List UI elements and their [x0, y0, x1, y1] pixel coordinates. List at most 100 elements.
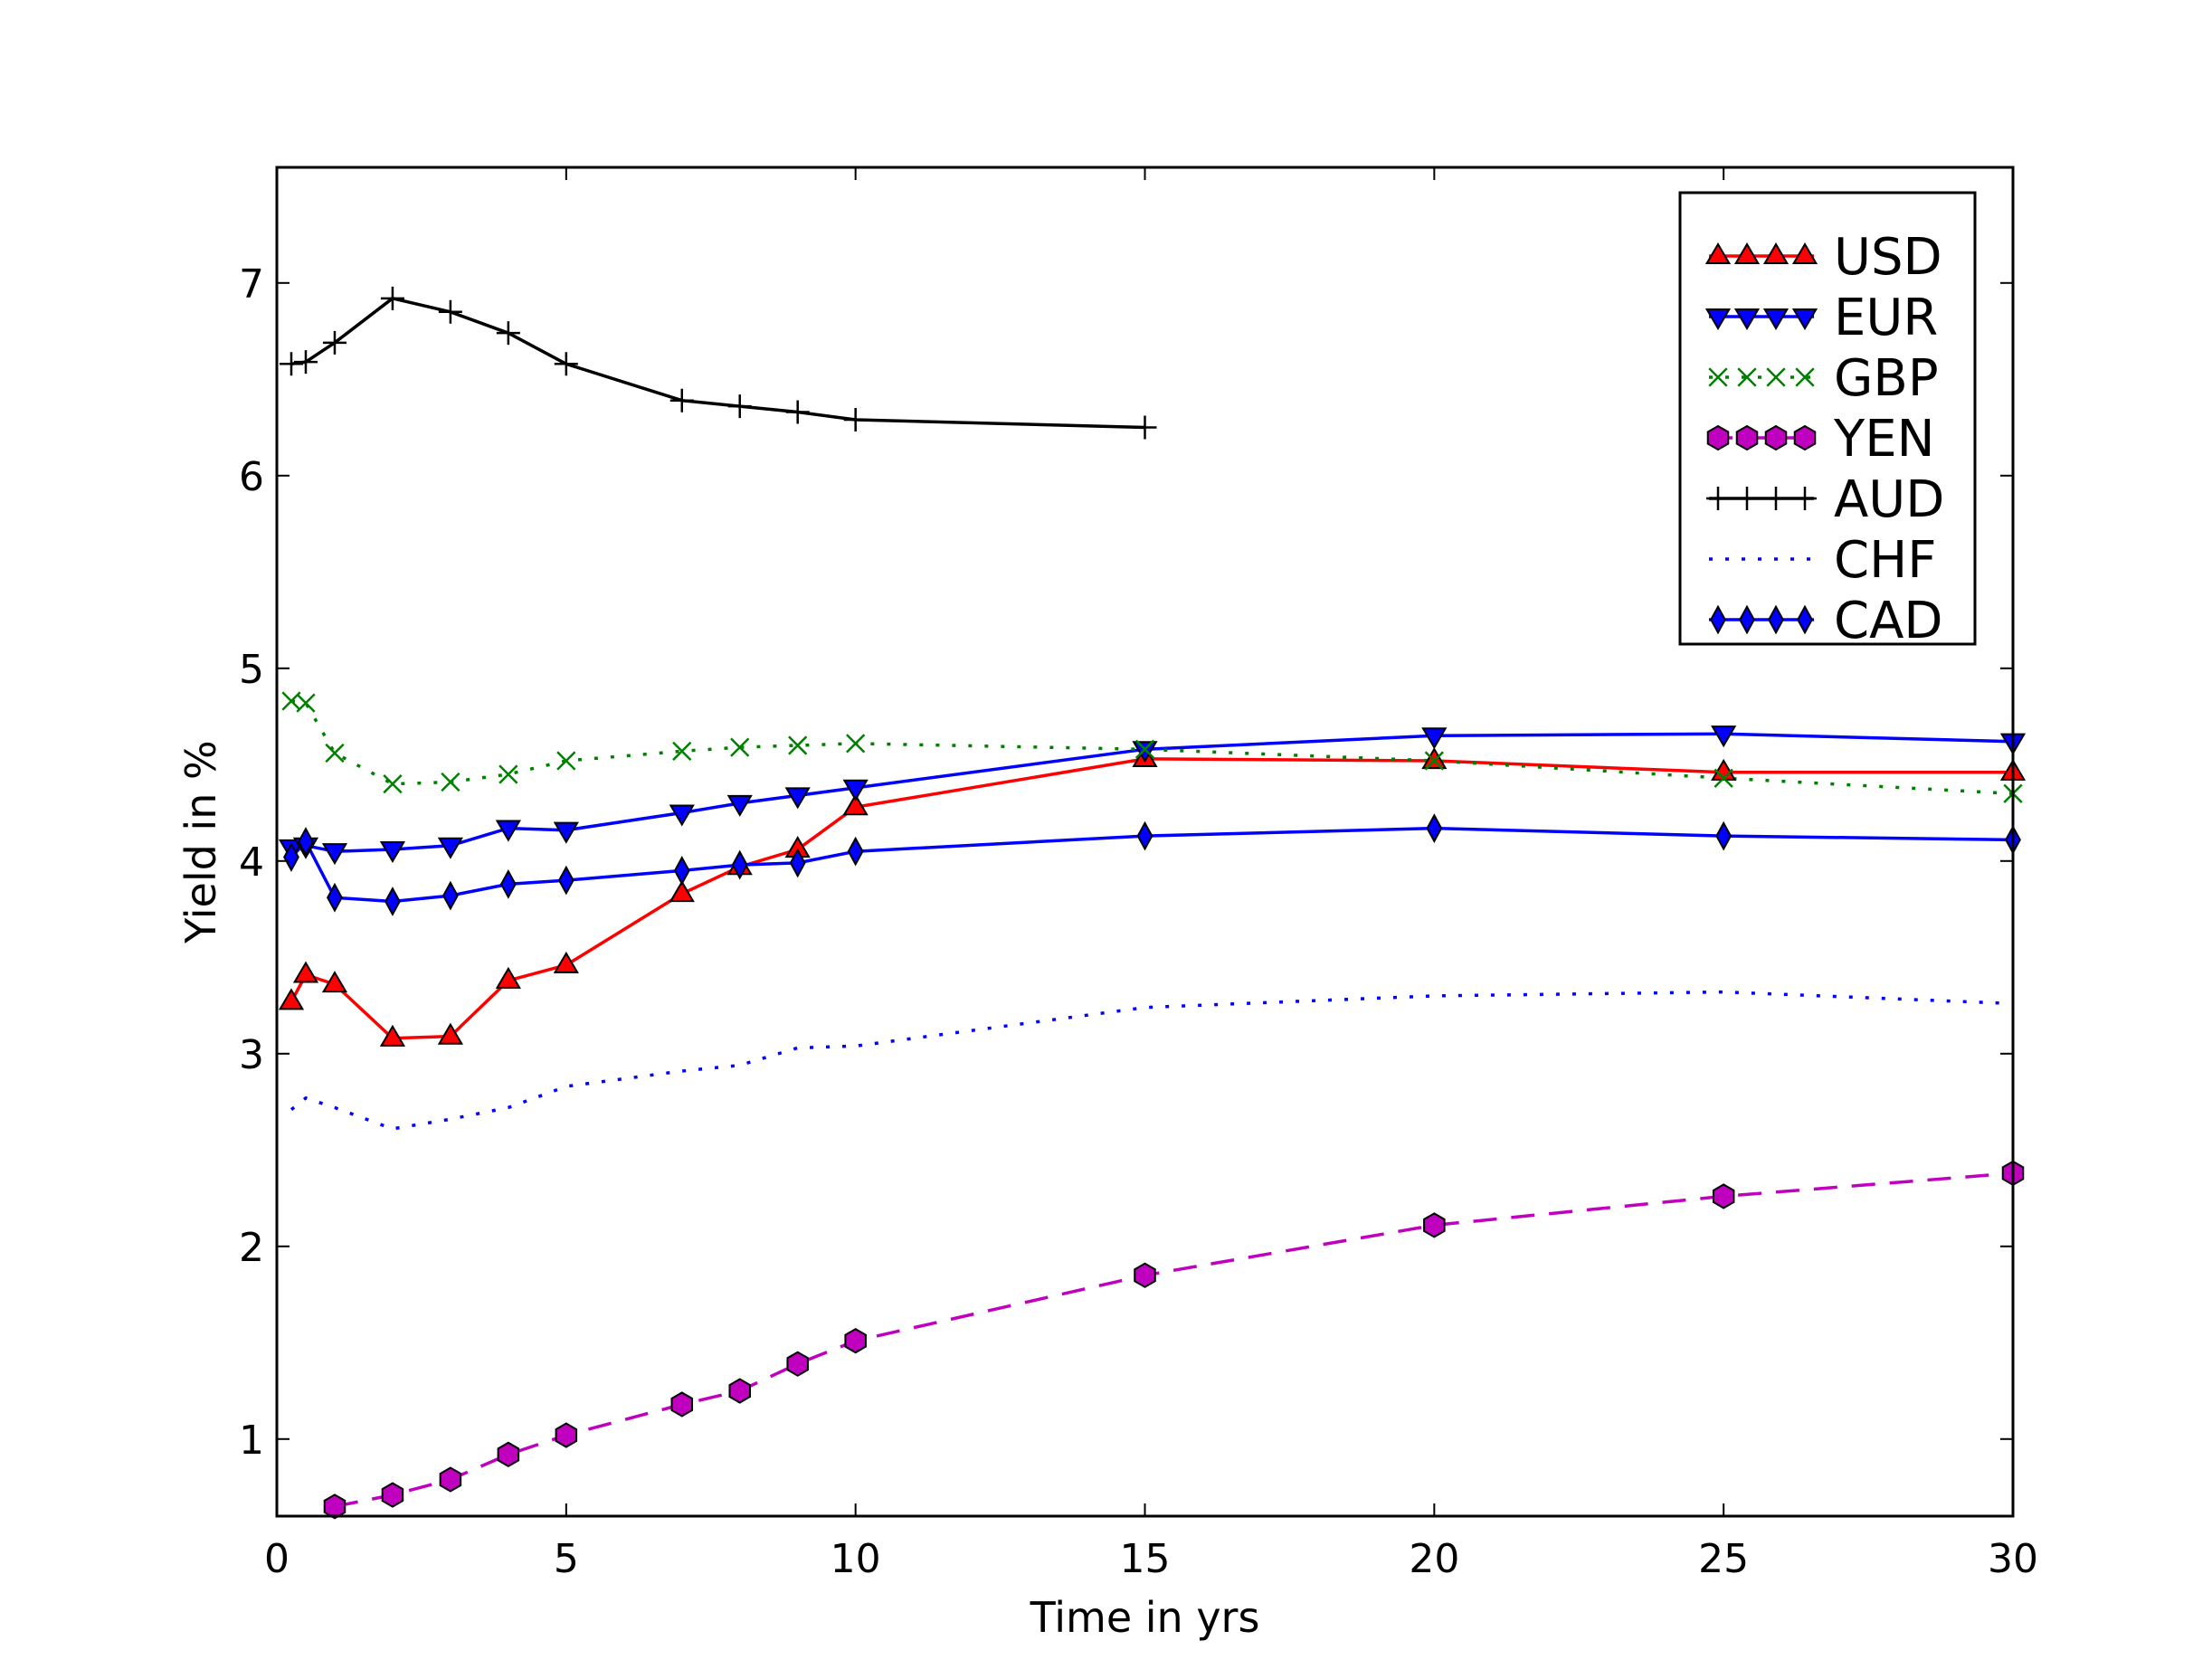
data-point-cad: [1136, 820, 1153, 851]
data-point-cad: [441, 880, 459, 911]
data-point-eur: [321, 843, 348, 866]
x-axis: 0 5 10 15 20 25 30: [264, 167, 2038, 1582]
data-point-usd: [1421, 747, 1448, 770]
data-point-yen: [786, 1351, 809, 1377]
legend-marker-eur: [1791, 308, 1818, 330]
data-point-yen: [728, 1378, 751, 1404]
legend-marker-usd: [1762, 242, 1790, 265]
data-point-yen: [497, 1441, 520, 1467]
data-point-cad: [384, 887, 401, 916]
legend-marker-yen: [1793, 424, 1817, 451]
legend-marker-cad: [1797, 604, 1813, 635]
data-point-yen: [844, 1328, 867, 1354]
data-point-aud: [293, 350, 318, 375]
legend-box: [1678, 191, 1977, 646]
legend-marker-yen: [1735, 424, 1759, 451]
data-point-aud: [380, 286, 404, 310]
data-point-aud: [496, 321, 520, 346]
y-tick-label: 6: [239, 454, 264, 500]
data-point-yen: [670, 1391, 694, 1418]
data-point-yen: [323, 1494, 347, 1520]
x-tick-label: 5: [554, 1536, 579, 1582]
data-point-usd: [379, 1024, 406, 1047]
data-point-gbp: [296, 693, 316, 713]
data-point-yen: [1134, 1262, 1156, 1288]
data-point-cad: [499, 868, 517, 899]
data-point-aud: [843, 408, 868, 432]
legend-label-eur: EUR: [1834, 289, 1938, 347]
legend-marker-cad: [1739, 604, 1755, 635]
legend-marker-cad: [1768, 604, 1784, 635]
legend-marker-yen: [1706, 424, 1730, 451]
legend-marker-gbp: [1737, 367, 1757, 387]
data-point-eur: [726, 794, 753, 817]
data-point-yen: [1712, 1183, 1735, 1209]
legend-marker-gbp: [1766, 367, 1786, 387]
data-point-gbp: [498, 764, 518, 784]
data-point-aud: [727, 394, 752, 419]
data-point-aud: [322, 330, 347, 355]
legend-marker-usd: [1791, 242, 1818, 265]
legend-marker-usd: [1733, 242, 1761, 265]
data-point-usd: [495, 966, 521, 989]
legend-marker-aud: [1735, 487, 1759, 510]
data-point-yen: [381, 1482, 404, 1508]
y-tick-label: 5: [239, 647, 264, 693]
data-point-gbp: [1424, 751, 1444, 771]
legend-label-chf: CHF: [1834, 531, 1936, 590]
data-point-yen: [555, 1422, 578, 1448]
data-point-cad: [789, 848, 806, 878]
data-point-cad: [1715, 820, 1733, 851]
legend-marker-cad: [1710, 604, 1726, 635]
x-tick-label: 0: [264, 1536, 290, 1582]
data-point-aud: [554, 352, 578, 376]
data-point-yen: [1423, 1212, 1446, 1238]
y-tick-label: 1: [239, 1418, 264, 1464]
data-point-cad: [298, 827, 314, 857]
data-point-usd: [278, 988, 305, 1010]
data-point-usd: [292, 961, 319, 983]
data-point-usd: [669, 880, 695, 903]
data-point-gbp: [1134, 739, 1155, 759]
data-point-eur: [842, 779, 869, 801]
legend-label-yen: YEN: [1833, 410, 1934, 469]
data-point-eur: [495, 820, 521, 842]
data-point-aud: [669, 388, 694, 413]
data-point-gbp: [672, 741, 692, 762]
data-point-usd: [553, 951, 579, 973]
y-axis-title: Yield in %: [176, 740, 225, 944]
data-point-cad: [731, 849, 748, 880]
data-point-gbp: [556, 751, 576, 771]
y-tick-label: 7: [239, 261, 264, 308]
data-point-gbp: [325, 743, 345, 763]
data-point-usd: [321, 971, 348, 993]
data-point-eur: [1132, 741, 1158, 763]
x-tick-label: 20: [1409, 1536, 1459, 1582]
data-point-cad: [1426, 813, 1443, 843]
data-point-eur: [1421, 727, 1448, 750]
legend-label-usd: USD: [1834, 228, 1942, 287]
data-point-gbp: [788, 735, 808, 755]
y-axis: 1 2 3 4 5 6 7: [239, 261, 2013, 1464]
legend-marker-eur: [1733, 308, 1761, 330]
data-point-eur: [669, 804, 695, 827]
x-tick-label: 10: [831, 1536, 881, 1582]
legend-label-gbp: GBP: [1834, 349, 1939, 408]
data-point-gbp: [1714, 768, 1733, 788]
x-tick-label: 30: [1988, 1536, 2038, 1582]
data-point-eur: [1711, 725, 1737, 748]
data-point-aud: [1133, 415, 1157, 440]
data-point-aud: [279, 352, 303, 376]
legend-marker-gbp: [1795, 367, 1815, 387]
data-point-gbp: [846, 734, 866, 754]
legend-label-aud: AUD: [1834, 470, 1944, 529]
data-point-aud: [438, 299, 462, 324]
y-tick-label: 3: [239, 1032, 264, 1078]
data-point-cad: [327, 882, 343, 913]
data-point-eur: [437, 837, 463, 859]
series-line-aud: [290, 297, 1145, 430]
y-tick-label: 4: [239, 839, 264, 886]
data-point-aud: [785, 400, 810, 424]
legend-label-cad: CAD: [1834, 592, 1943, 650]
